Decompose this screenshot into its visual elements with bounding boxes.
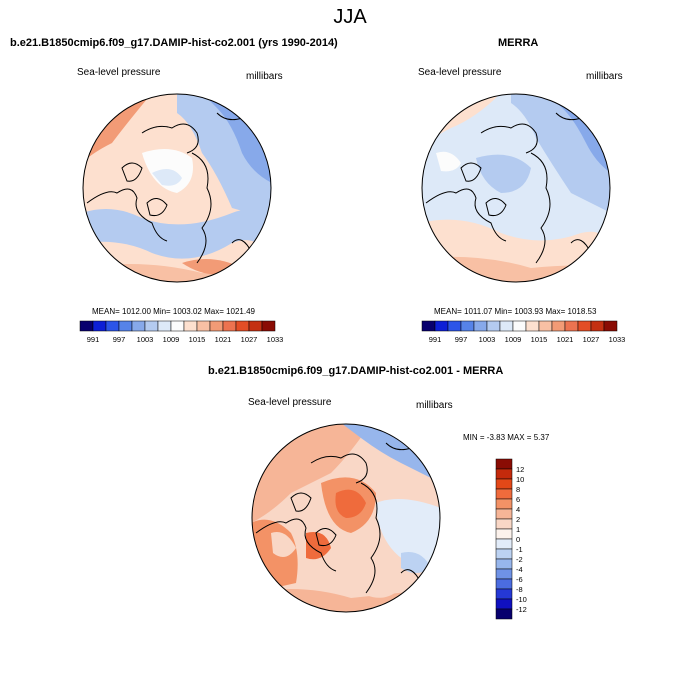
colorbar-tick-label: 1033 — [267, 335, 284, 344]
colorbar-swatch — [92, 320, 107, 332]
colorbar-obs: 991 997 1003 1009 1015 1021 1027 1033 — [421, 320, 625, 344]
colorbar-swatch — [495, 528, 513, 540]
colorbar-swatch — [261, 320, 276, 332]
colorbar-tick-label: -6 — [516, 575, 523, 584]
colorbar-swatch — [460, 320, 475, 332]
colorbar-tick-label: 0 — [516, 535, 520, 544]
colorbar-swatch — [495, 468, 513, 480]
colorbar-swatch — [495, 598, 513, 610]
colorbar-swatch — [473, 320, 488, 332]
colorbar-swatch — [447, 320, 462, 332]
colorbar-tick-label: 8 — [516, 485, 520, 494]
colorbar-tick-label: 12 — [516, 465, 524, 474]
colorbar-swatch — [512, 320, 527, 332]
colorbar-swatch — [495, 478, 513, 490]
colorbar-swatch — [499, 320, 514, 332]
panel-variable-label: Sea-level pressure — [77, 67, 161, 78]
colorbar-tick-label: 991 — [429, 335, 442, 344]
colorbar-tick-label: 997 — [113, 335, 126, 344]
colorbar-swatch — [196, 320, 211, 332]
panel-title-diff: b.e21.B1850cmip6.f09_g17.DAMIP-hist-co2.… — [208, 365, 504, 377]
colorbar-swatch — [564, 320, 579, 332]
figure-title: JJA — [333, 6, 367, 28]
colorbar-tick-label: 1009 — [505, 335, 522, 344]
panel-title-obs: MERRA — [498, 37, 539, 49]
colorbar-tick-label: 10 — [516, 475, 524, 484]
colorbar-swatch — [495, 568, 513, 580]
colorbar-tick-label: 1015 — [531, 335, 548, 344]
colorbar-tick-label: 1027 — [241, 335, 258, 344]
panel-variable-label: Sea-level pressure — [418, 67, 502, 78]
panel-title-model: b.e21.B1850cmip6.f09_g17.DAMIP-hist-co2.… — [10, 37, 338, 49]
colorbar-tick-label: -2 — [516, 555, 523, 564]
colorbar-swatch — [495, 458, 513, 470]
colorbar-tick-label: 991 — [87, 335, 100, 344]
colorbar-swatch — [495, 588, 513, 600]
colorbar-swatch — [248, 320, 263, 332]
map-diff — [251, 423, 441, 613]
colorbar-swatch — [118, 320, 133, 332]
colorbar-swatch — [105, 320, 120, 332]
panel-stats: MIN = -3.83 MAX = 5.37 — [463, 433, 550, 442]
colorbar-swatch — [495, 488, 513, 500]
colorbar-tick-label: 2 — [516, 515, 520, 524]
colorbar-swatch — [235, 320, 250, 332]
colorbar-swatch — [495, 578, 513, 590]
colorbar-swatch — [495, 538, 513, 550]
map-obs — [421, 93, 611, 283]
colorbar-swatch — [495, 508, 513, 520]
colorbar-swatch — [222, 320, 237, 332]
colorbar-swatch — [209, 320, 224, 332]
colorbar-tick-label: 1 — [516, 525, 520, 534]
colorbar-tick-label: -1 — [516, 545, 523, 554]
panel-stats: MEAN= 1011.07 Min= 1003.93 Max= 1018.53 — [434, 307, 597, 316]
colorbar-tick-label: -10 — [516, 595, 527, 604]
colorbar-swatch — [495, 608, 513, 620]
colorbar-tick-label: 1033 — [609, 335, 626, 344]
colorbar-swatch — [79, 320, 94, 332]
colorbar-model: 991 997 1003 1009 1015 1021 1027 1033 — [79, 320, 283, 344]
colorbar-tick-label: 1015 — [189, 335, 206, 344]
colorbar-swatch — [495, 518, 513, 530]
panel-units-label: millibars — [586, 71, 623, 82]
map-model — [82, 93, 272, 283]
colorbar-swatch — [131, 320, 146, 332]
colorbar-tick-label: -4 — [516, 565, 523, 574]
colorbar-tick-label: 1009 — [163, 335, 180, 344]
colorbar-swatch — [577, 320, 592, 332]
colorbar-swatch — [486, 320, 501, 332]
colorbar-swatch — [421, 320, 436, 332]
colorbar-tick-label: 1003 — [479, 335, 496, 344]
colorbar-tick-label: -8 — [516, 585, 523, 594]
colorbar-swatch — [495, 548, 513, 560]
colorbar-swatch — [538, 320, 553, 332]
colorbar-swatch — [144, 320, 159, 332]
colorbar-swatch — [183, 320, 198, 332]
colorbar-tick-label: 1021 — [215, 335, 232, 344]
colorbar-swatch — [551, 320, 566, 332]
panel-stats: MEAN= 1012.00 Min= 1003.02 Max= 1021.49 — [92, 307, 255, 316]
panel-variable-label: Sea-level pressure — [248, 397, 332, 408]
colorbar-tick-label: 4 — [516, 505, 520, 514]
colorbar-swatch — [157, 320, 172, 332]
colorbar-swatch — [525, 320, 540, 332]
colorbar-tick-label: 1003 — [137, 335, 154, 344]
colorbar-swatch — [495, 558, 513, 570]
colorbar-swatch — [495, 498, 513, 510]
colorbar-swatch — [434, 320, 449, 332]
colorbar-tick-label: 997 — [455, 335, 468, 344]
colorbar-swatch — [590, 320, 605, 332]
colorbar-tick-label: -12 — [516, 605, 527, 614]
colorbar-swatch — [170, 320, 185, 332]
panel-units-label: millibars — [246, 71, 283, 82]
colorbar-tick-label: 6 — [516, 495, 520, 504]
colorbar-tick-label: 1021 — [557, 335, 574, 344]
panel-units-label: millibars — [416, 400, 453, 411]
colorbar-tick-label: 1027 — [583, 335, 600, 344]
colorbar-swatch — [603, 320, 618, 332]
